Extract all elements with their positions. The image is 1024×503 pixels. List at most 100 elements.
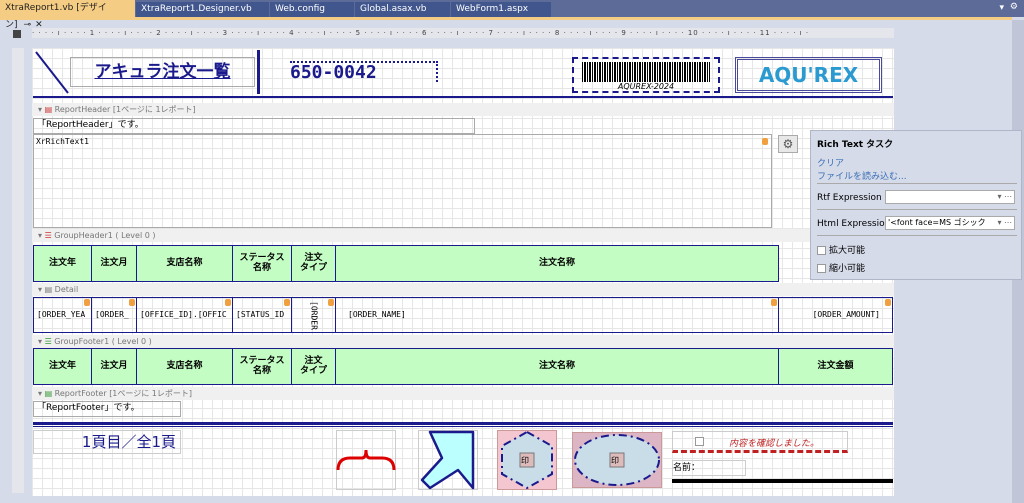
detail-cell-order-amount[interactable]: [ORDER_AMOUNT] (778, 297, 893, 333)
group-header-cell-order-month[interactable]: 注文月 (91, 245, 137, 282)
ellipsis-icon[interactable]: ▾ ⋯ (997, 192, 1012, 201)
divider (817, 183, 1017, 184)
detail-cell-order-type[interactable]: [ORDER (291, 297, 336, 333)
divider (817, 209, 1017, 210)
detail-cell-order-name[interactable]: [ORDER_NAME] (335, 297, 779, 333)
cell-text: [ORDER_ (95, 309, 129, 319)
cell-text: 注文金額 (817, 360, 854, 371)
name-label[interactable]: 名前： (672, 460, 746, 476)
can-shrink-checkbox[interactable]: 縮小可能 (817, 261, 865, 274)
brace-shape[interactable] (336, 430, 396, 490)
rich-text-tasks-panel: Rich Text タスク クリア ファイルを読み込む... Rtf Expre… (810, 130, 1022, 280)
band-group-footer[interactable]: ▾ ☰ GroupFooter1 ( Level 0 ) (32, 335, 894, 348)
binding-indicator-icon (328, 299, 334, 306)
rich-text-control[interactable]: XrRichText1 (33, 134, 772, 228)
stamp-hexagon[interactable] (497, 430, 557, 490)
detail-cell-order-month[interactable]: [ORDER_ (91, 297, 137, 333)
group-footer-cell-order-type[interactable]: 注文 タイプ (291, 348, 336, 385)
binding-indicator-icon (284, 299, 290, 306)
cell-text: [ORDER_AMOUNT] (812, 309, 880, 319)
tab-webform1[interactable]: WebForm1.aspx (451, 2, 551, 17)
divider (817, 235, 1017, 236)
clear-link[interactable]: クリア (817, 159, 845, 169)
stamp-label: 印 (611, 456, 619, 465)
cell-text: 注文 タイプ (299, 356, 327, 376)
group-footer-cell-order-name[interactable]: 注文名称 (335, 348, 779, 385)
vertical-ruler (12, 48, 24, 493)
ellipsis-icon[interactable]: ▾ ⋯ (997, 217, 1012, 229)
active-tab-underline (0, 17, 1012, 20)
html-expression-value: '<font face=MS ゴシック (888, 218, 986, 227)
header-rule (33, 96, 893, 98)
cell-text: [ORDER_YEA (37, 309, 86, 319)
horizontal-ruler: · · · · ı · · · · 1 · · · · ı · · · · 2 … (32, 28, 894, 38)
gear-icon[interactable]: ⚙ (1009, 2, 1018, 12)
binding-indicator-icon (225, 299, 231, 306)
ruler-corner-icon[interactable] (13, 30, 21, 38)
stamp-ellipse[interactable] (572, 432, 662, 488)
page-info[interactable]: 1頁目／全1頁 (33, 430, 181, 454)
cell-text: 注文年 (48, 360, 76, 371)
report-footer-label[interactable]: 「ReportFooter」です。 (33, 401, 181, 417)
tab-web-config[interactable]: Web.config (270, 2, 354, 17)
cell-text: 支店名称 (166, 257, 203, 268)
cell-text: 注文名称 (538, 257, 575, 268)
load-file-link[interactable]: ファイルを読み込む... (817, 172, 907, 182)
dropdown-icon[interactable]: ▾ (999, 3, 1004, 13)
band-detail[interactable]: ▾ ▤ Detail (32, 283, 894, 296)
group-footer-cell-order-month[interactable]: 注文月 (91, 348, 137, 385)
group-footer-cell-order-amount[interactable]: 注文金額 (778, 348, 893, 385)
group-footer-cell-office-name[interactable]: 支店名称 (136, 348, 233, 385)
cell-text: 注文月 (100, 360, 128, 371)
group-footer-cell-order-year[interactable]: 注文年 (33, 348, 92, 385)
confirm-checkbox[interactable] (695, 437, 704, 446)
can-grow-checkbox[interactable]: 拡大可能 (817, 243, 865, 256)
band-report-header[interactable]: ▾ ▤ ReportHeader [1ページに 1レポート] (32, 103, 894, 116)
group-header-cell-office-name[interactable]: 支店名称 (136, 245, 233, 282)
detail-cell-order-year[interactable]: [ORDER_YEA (33, 297, 92, 333)
can-grow-label: 拡大可能 (829, 246, 866, 256)
binding-indicator-icon (885, 299, 891, 306)
group-header-cell-status-name[interactable]: ステータス 名称 (232, 245, 292, 282)
tab-designer-vb[interactable]: XtraReport1.Designer.vb (136, 2, 269, 17)
band-group-header[interactable]: ▾ ☰ GroupHeader1 ( Level 0 ) (32, 229, 894, 242)
confirm-label: 内容を確認しました。 (729, 439, 820, 449)
group-header-cell-order-name[interactable]: 注文名称 (335, 245, 779, 282)
band-icon: ☰ (44, 337, 52, 346)
rtf-expression-input[interactable]: ▾ ⋯ (885, 190, 1015, 204)
band-icon: ☰ (44, 231, 52, 240)
confirm-checkbox-row[interactable]: 内容を確認しました。 (672, 431, 848, 453)
band-icon: ▤ (44, 285, 53, 294)
cell-text: [ORDER_NAME] (348, 309, 406, 319)
smart-tag-gear-icon[interactable]: ⚙ (778, 135, 798, 153)
html-expression-label: Html Expression (817, 219, 891, 229)
html-expression-input[interactable]: '<font face=MS ゴシック ▾ ⋯ (885, 216, 1015, 230)
arrow-shape[interactable] (418, 430, 478, 490)
binding-indicator-icon (771, 299, 777, 306)
report-title[interactable]: アキュラ注文一覧 (70, 57, 255, 87)
tab-global-asax[interactable]: Global.asax.vb (355, 2, 450, 17)
binding-indicator-icon (129, 299, 135, 306)
cell-text: ステータス 名称 (239, 356, 285, 376)
can-shrink-label: 縮小可能 (829, 264, 866, 274)
group-header-cell-order-year[interactable]: 注文年 (33, 245, 92, 282)
band-label: Detail (54, 285, 79, 294)
diagonal-line (35, 51, 69, 94)
band-report-footer[interactable]: ▾ ▤ ReportFooter [1ページに 1レポート] (32, 387, 894, 400)
group-header-cell-order-type[interactable]: 注文 タイプ (291, 245, 336, 282)
footer-double-rule (33, 422, 893, 427)
stamp-label: 印 (521, 456, 529, 465)
detail-cell-office-name[interactable]: [OFFICE_ID].[OFFIC (136, 297, 233, 333)
close-icon[interactable]: ✕ (35, 20, 43, 30)
zip-code[interactable]: 650-0042 (290, 61, 438, 83)
group-footer-cell-status-name[interactable]: ステータス 名称 (232, 348, 292, 385)
pin-icon[interactable]: ⊸ (23, 20, 32, 30)
report-header-label[interactable]: 「ReportHeader」です。 (33, 118, 475, 134)
barcode[interactable]: AQUREX-2024 (572, 57, 720, 93)
band-label: GroupHeader1 ( Level 0 ) (54, 231, 156, 240)
tab-xtrareport1-design[interactable]: XtraReport1.vb [デザイン] ⊸ ✕ (0, 0, 135, 30)
document-tab-bar: XtraReport1.vb [デザイン] ⊸ ✕ XtraReport1.Desi… (0, 0, 1024, 30)
cell-text: [OFFICE_ID].[OFFIC (140, 309, 227, 319)
cell-text: 注文年 (48, 257, 76, 268)
detail-cell-status-name[interactable]: [STATUS_ID (232, 297, 292, 333)
